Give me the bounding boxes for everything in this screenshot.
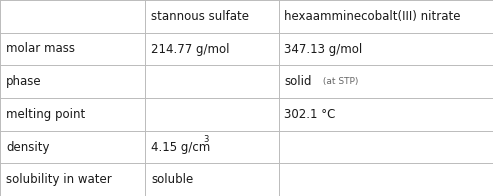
Text: hexaamminecobalt(III) nitrate: hexaamminecobalt(III) nitrate — [284, 10, 461, 23]
Text: 214.77 g/mol: 214.77 g/mol — [151, 43, 230, 55]
Text: 302.1 °C: 302.1 °C — [284, 108, 336, 121]
Text: 4.15 g/cm: 4.15 g/cm — [151, 141, 211, 153]
Text: molar mass: molar mass — [6, 43, 75, 55]
Text: solid: solid — [284, 75, 312, 88]
Text: stannous sulfate: stannous sulfate — [151, 10, 249, 23]
Text: melting point: melting point — [6, 108, 85, 121]
Text: density: density — [6, 141, 49, 153]
Text: solubility in water: solubility in water — [6, 173, 112, 186]
Text: 3: 3 — [203, 135, 209, 144]
Text: soluble: soluble — [151, 173, 194, 186]
Text: phase: phase — [6, 75, 41, 88]
Text: 347.13 g/mol: 347.13 g/mol — [284, 43, 363, 55]
Text: (at STP): (at STP) — [320, 77, 359, 86]
